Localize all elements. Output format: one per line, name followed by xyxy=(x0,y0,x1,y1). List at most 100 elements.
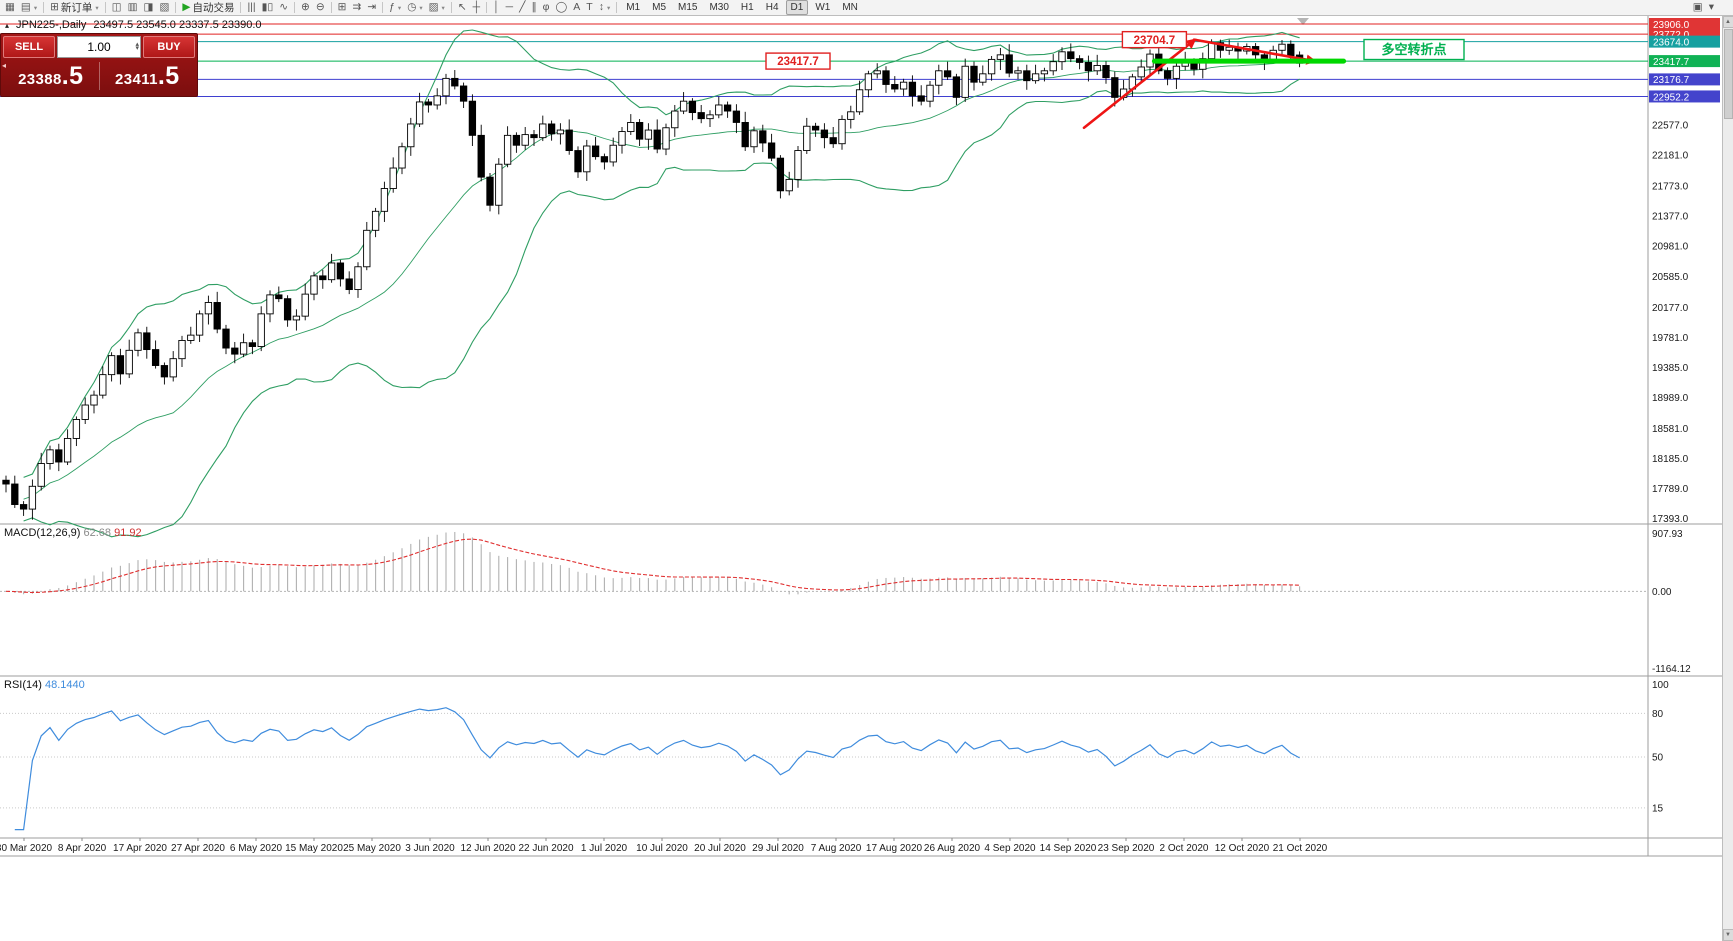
bars-chart-icon[interactable]: ||| xyxy=(244,0,258,15)
horizontal-line-icon-glyph: ─ xyxy=(505,1,514,14)
timeframe-M1[interactable]: M1 xyxy=(626,2,641,13)
svg-text:23176.7: 23176.7 xyxy=(1653,75,1690,86)
timeframe-D1[interactable]: D1 xyxy=(785,0,809,15)
timeframe-M15[interactable]: M15 xyxy=(678,2,698,13)
svg-text:19781.0: 19781.0 xyxy=(1652,333,1689,344)
zoom-in-icon[interactable]: ⊕ xyxy=(298,0,313,15)
trade-panel-top-row: SELL ▴ ▾ BUY xyxy=(3,36,195,58)
macd-signal-line xyxy=(5,538,1300,594)
crosshair-icon[interactable]: ┼ xyxy=(470,0,483,15)
timeframe-M30[interactable]: M30 xyxy=(709,2,729,13)
scroll-up-button[interactable]: ▲ xyxy=(1722,16,1733,28)
buy-price[interactable]: 23411.5 xyxy=(100,63,196,89)
indicators-icon[interactable]: ƒ ▾ xyxy=(386,0,404,15)
line-chart-icon[interactable]: ∿ xyxy=(276,0,291,15)
navigator-icon[interactable]: ◨ xyxy=(141,0,157,15)
buy-button[interactable]: BUY xyxy=(143,36,195,58)
svg-text:20981.0: 20981.0 xyxy=(1652,242,1689,253)
macd-histogram xyxy=(14,531,1301,595)
bollinger-bands xyxy=(23,29,1300,538)
window-menu-icon[interactable]: ▾ xyxy=(1706,0,1717,15)
svg-text:7 Aug 2020: 7 Aug 2020 xyxy=(811,843,862,854)
arrows-tool-icon[interactable]: ↕ ▾ xyxy=(596,0,614,15)
volume-up-button[interactable]: ▴ xyxy=(135,40,139,48)
timeframe-MN[interactable]: MN xyxy=(842,2,858,13)
volume-field[interactable]: ▴ ▾ xyxy=(57,36,141,58)
svg-text:-1164.12: -1164.12 xyxy=(1652,664,1691,675)
cursor-icon[interactable]: ↖ xyxy=(455,0,470,15)
timeframe-toolbar: M1 M5 M15 M30 H1 H4 D1 W1 MN xyxy=(620,0,864,15)
candlestick-chart-icon[interactable]: ▮▯ xyxy=(259,0,277,15)
vertical-line-icon[interactable]: │ xyxy=(490,0,503,15)
autotrading-button-glyph: ▶ xyxy=(182,1,191,14)
autotrading-button[interactable]: ▶ 自动交易 xyxy=(179,0,237,15)
chart-shift-icon[interactable]: ⇥ xyxy=(364,0,379,15)
price-axis[interactable]: 22577.0 22181.0 21773.0 21377.0 20981.0 20585… xyxy=(1652,120,1689,525)
dropdown-caret-icon: ▾ xyxy=(606,4,611,12)
svg-text:100: 100 xyxy=(1652,680,1669,691)
svg-text:6 May 2020: 6 May 2020 xyxy=(230,843,283,854)
svg-text:21773.0: 21773.0 xyxy=(1652,182,1689,193)
dropdown-caret-icon: ▾ xyxy=(419,4,423,12)
zoom-out-icon-glyph: ⊖ xyxy=(315,1,325,14)
volume-down-button[interactable]: ▾ xyxy=(135,45,139,52)
window-restore-icon-glyph: ▣ xyxy=(1692,1,1703,14)
svg-text:1 Jul 2020: 1 Jul 2020 xyxy=(581,843,628,854)
periods-icon[interactable]: ◷ ▾ xyxy=(404,0,425,15)
toolbar-separator xyxy=(486,2,488,13)
svg-text:30 Mar 2020: 30 Mar 2020 xyxy=(0,843,53,854)
vertical-scrollbar[interactable]: ▲ ▼ xyxy=(1722,16,1733,941)
svg-text:15 May 2020: 15 May 2020 xyxy=(285,843,343,854)
text-icon[interactable]: A xyxy=(570,0,583,15)
svg-text:25 May 2020: 25 May 2020 xyxy=(343,843,401,854)
timeframe-H1[interactable]: H1 xyxy=(740,2,754,13)
toolbar-separator xyxy=(616,2,618,13)
tile-windows-icon[interactable]: ⊞ xyxy=(335,0,350,15)
svg-text:22 Jun 2020: 22 Jun 2020 xyxy=(518,843,573,854)
svg-text:907.93: 907.93 xyxy=(1652,529,1683,540)
toolbar-left: ▦ ▤ ▾ ⊞ 新订单 ▾ ◫ ▥ ◨ ▧ ▶ 自动交易 ||| ▮▯ ∿ ⊕ ⊖ ⊞ ⇉ ⇥ ƒ ▾ ◷ ▾ ▨ ▾ ↖ ┼ │ ─ ╱ ∥… xyxy=(2,0,613,15)
terminal-icon[interactable]: ▧ xyxy=(156,0,172,15)
terminal-icon-glyph: ▧ xyxy=(159,1,170,14)
new-order-button[interactable]: ⊞ 新订单 ▾ xyxy=(47,0,102,15)
svg-text:17 Aug 2020: 17 Aug 2020 xyxy=(866,843,923,854)
date-axis[interactable]: 30 Mar 2020 8 Apr 2020 17 Apr 2020 27 Apr 2… xyxy=(0,838,1328,854)
scroll-thumb[interactable] xyxy=(1723,29,1733,119)
fibonacci-icon[interactable]: φ xyxy=(540,0,553,15)
autotrading-button-label: 自动交易 xyxy=(192,2,235,14)
window-restore-icon[interactable]: ▣ xyxy=(1690,0,1706,15)
panel-collapse-arrow-icon[interactable]: ◂ xyxy=(2,61,7,70)
one-click-trading-panel: ◂ SELL ▴ ▾ BUY 23388.5 23411.5 xyxy=(0,33,198,97)
new-chart-icon[interactable]: ▦ xyxy=(2,0,18,15)
scroll-down-button[interactable]: ▼ xyxy=(1722,929,1733,941)
market-watch-icon-glyph: ◫ xyxy=(111,1,122,14)
dropdown-caret-icon: ▾ xyxy=(441,4,445,12)
trend-objects[interactable] xyxy=(1082,38,1347,130)
timeframe-M5[interactable]: M5 xyxy=(652,2,667,13)
horizontal-line-icon[interactable]: ─ xyxy=(503,0,516,15)
svg-text:14 Sep 2020: 14 Sep 2020 xyxy=(1040,843,1097,854)
chart-annotations[interactable]: 23417.7 23704.7 多空转折点 xyxy=(765,30,1465,70)
sell-button[interactable]: SELL xyxy=(3,36,55,58)
chart-list-icon[interactable]: ▤ ▾ xyxy=(18,0,40,15)
templates-icon[interactable]: ▨ ▾ xyxy=(426,0,448,15)
svg-text:21 Oct 2020: 21 Oct 2020 xyxy=(1273,843,1328,854)
svg-text:27 Apr 2020: 27 Apr 2020 xyxy=(171,843,225,854)
sell-price[interactable]: 23388.5 xyxy=(3,63,99,89)
data-window-icon[interactable]: ▥ xyxy=(125,0,141,15)
timeframe-W1[interactable]: W1 xyxy=(815,2,831,13)
zoom-out-icon[interactable]: ⊖ xyxy=(313,0,328,15)
auto-scroll-icon-glyph: ⇉ xyxy=(352,1,362,14)
equidistant-channel-icon[interactable]: ∥ xyxy=(528,0,539,15)
label-icon[interactable]: T xyxy=(583,0,595,15)
text-icon-glyph: A xyxy=(573,1,581,14)
shapes-icon[interactable]: ◯ xyxy=(552,0,570,15)
volume-input[interactable] xyxy=(77,40,121,54)
trendline-icon[interactable]: ╱ xyxy=(516,0,528,15)
timeframe-H4[interactable]: H4 xyxy=(765,2,779,13)
market-watch-icon[interactable]: ◫ xyxy=(109,0,125,15)
auto-scroll-icon[interactable]: ⇉ xyxy=(349,0,364,15)
svg-text:23772.0: 23772.0 xyxy=(1653,30,1690,41)
